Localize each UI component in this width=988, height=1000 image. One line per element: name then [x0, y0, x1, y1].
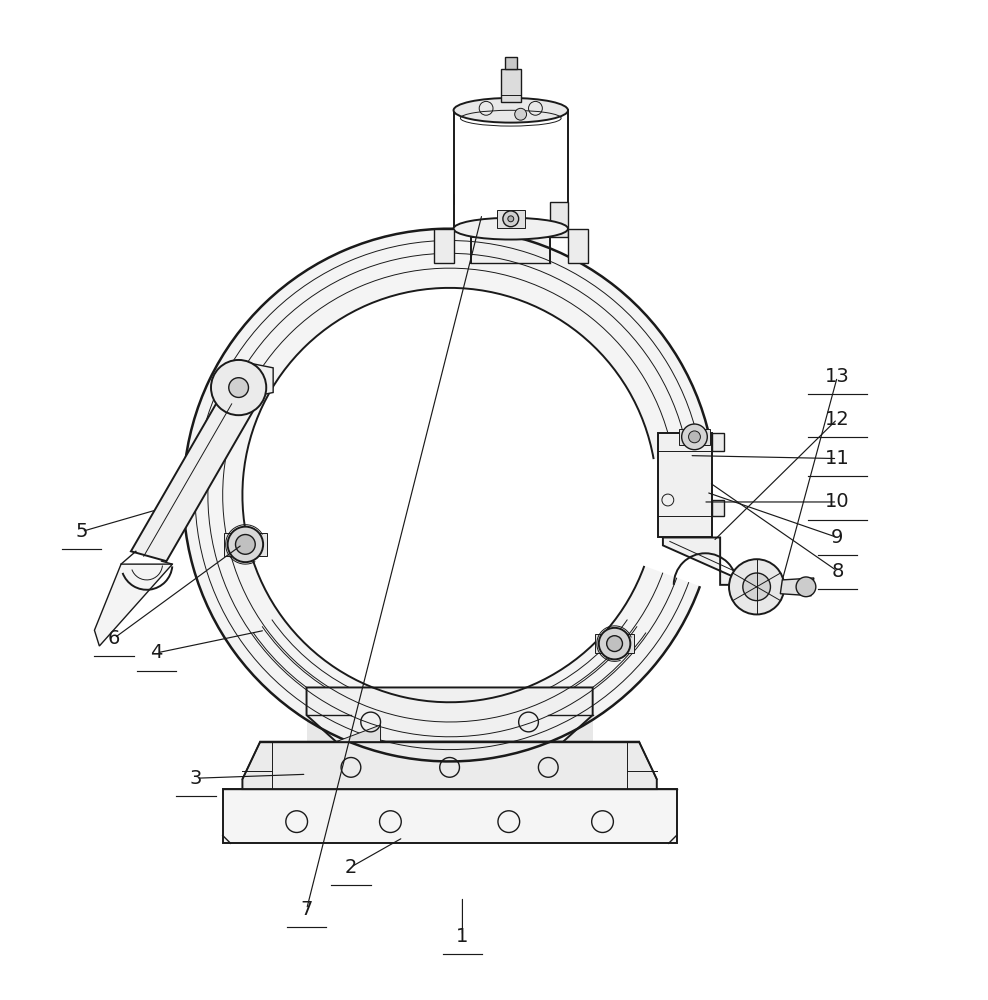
Polygon shape [242, 742, 657, 789]
Circle shape [227, 527, 263, 562]
Polygon shape [712, 433, 724, 451]
Circle shape [729, 559, 784, 614]
Polygon shape [223, 533, 267, 556]
Text: 12: 12 [825, 410, 850, 429]
Polygon shape [658, 433, 712, 537]
Polygon shape [434, 229, 453, 263]
Polygon shape [595, 634, 634, 653]
Polygon shape [131, 402, 256, 561]
Text: 1: 1 [456, 927, 468, 946]
Polygon shape [505, 57, 517, 69]
Polygon shape [497, 210, 525, 228]
Circle shape [682, 424, 707, 450]
Polygon shape [336, 725, 380, 742]
Circle shape [743, 573, 771, 601]
Text: 6: 6 [108, 629, 121, 648]
Polygon shape [306, 715, 593, 742]
Text: 10: 10 [825, 492, 850, 511]
Polygon shape [679, 429, 710, 445]
Ellipse shape [453, 98, 568, 123]
Polygon shape [229, 363, 273, 397]
Text: 11: 11 [825, 449, 850, 468]
Polygon shape [663, 537, 752, 585]
Circle shape [689, 431, 700, 443]
Circle shape [508, 216, 514, 222]
Polygon shape [95, 564, 172, 646]
Text: 7: 7 [300, 900, 313, 919]
Text: 13: 13 [825, 367, 850, 386]
Circle shape [235, 535, 255, 554]
Polygon shape [550, 202, 568, 237]
Circle shape [515, 108, 527, 120]
Circle shape [599, 628, 630, 659]
Circle shape [607, 636, 622, 651]
Polygon shape [183, 229, 712, 761]
Circle shape [229, 378, 249, 397]
Text: 2: 2 [345, 858, 357, 877]
Circle shape [211, 360, 266, 415]
Polygon shape [501, 69, 521, 102]
Polygon shape [471, 237, 550, 263]
Polygon shape [222, 789, 677, 843]
Text: 8: 8 [831, 562, 844, 581]
Ellipse shape [453, 218, 568, 240]
Circle shape [503, 211, 519, 227]
Circle shape [796, 577, 816, 597]
Polygon shape [306, 687, 593, 742]
Text: 3: 3 [190, 769, 203, 788]
Polygon shape [712, 500, 724, 516]
Polygon shape [568, 229, 588, 263]
Polygon shape [781, 578, 814, 596]
Text: 9: 9 [831, 528, 844, 547]
Text: 4: 4 [150, 643, 163, 662]
Text: 5: 5 [75, 522, 88, 541]
